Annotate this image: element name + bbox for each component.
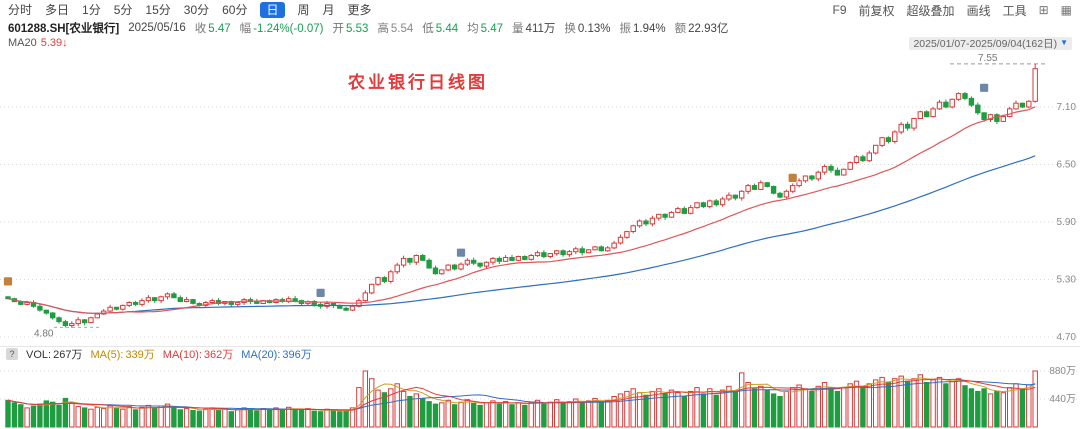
field-amount: 额 22.93亿 xyxy=(674,23,729,35)
stock-symbol: 601288.SH[农业银行] xyxy=(8,23,120,35)
grid-icon[interactable]: ⊞ xyxy=(1038,3,1049,17)
ma20-value: 5.39↓ xyxy=(40,37,68,49)
super-overlay-button[interactable]: 超级叠加 xyxy=(906,3,955,18)
period-tab-15min[interactable]: 15分 xyxy=(145,3,171,17)
tools-button[interactable]: 工具 xyxy=(1002,3,1027,18)
chart-annotation: 农业银行日线图 xyxy=(347,72,488,92)
period-tab-1min[interactable]: 1分 xyxy=(82,3,101,17)
field-open: 开 5.53 xyxy=(332,23,369,35)
vol-value: VOL: 267万 xyxy=(26,349,83,361)
field-change: 幅 -1.24%(-0.07) xyxy=(239,23,324,35)
ma-indicator-row: MA20 5.39↓ 2025/01/07-2025/09/04(162日) ▼ xyxy=(0,36,1080,50)
price-ma-layer xyxy=(7,106,1036,314)
field-close: 收 5.47 xyxy=(194,23,231,35)
svg-text:880万: 880万 xyxy=(1049,366,1076,377)
period-tab-more[interactable]: 更多 xyxy=(347,3,372,17)
period-tab-60min[interactable]: 60分 xyxy=(222,3,248,17)
period-tab-daily[interactable]: 日 xyxy=(260,2,285,18)
event-marker[interactable] xyxy=(979,82,989,93)
forward-adjust-button[interactable]: 前复权 xyxy=(858,3,895,18)
layout-panels-icon[interactable]: ▦ xyxy=(1060,3,1072,17)
vol-ma5: MA(5): 339万 xyxy=(90,349,155,361)
field-high: 高 5.54 xyxy=(377,23,414,35)
svg-text:440万: 440万 xyxy=(1049,394,1076,405)
field-turnover: 换 0.13% xyxy=(564,23,611,35)
period-toolbar: 分时 多日 1分 5分 15分 30分 60分 日 周 月 更多 F9 前复权 … xyxy=(0,0,1080,20)
field-avg: 均 5.47 xyxy=(467,23,504,35)
vol-ma10: MA(10): 362万 xyxy=(162,349,234,361)
candles-layer xyxy=(5,63,1038,328)
help-icon[interactable]: ? xyxy=(6,348,18,360)
chevron-down-icon: ▼ xyxy=(1060,38,1068,47)
period-tab-monthly[interactable]: 月 xyxy=(322,3,335,17)
shortcut-f9[interactable]: F9 xyxy=(832,3,847,17)
price-chart[interactable]: 7.10 6.50 5.90 5.30 4.70 7.55 4.80 农业银行日线图 xyxy=(0,50,1080,346)
date-range-selector[interactable]: 2025/01/07-2025/09/04(162日) ▼ xyxy=(909,36,1072,50)
period-tab-30min[interactable]: 30分 xyxy=(183,3,210,17)
stock-info-bar: 601288.SH[农业银行] 2025/05/16 收 5.47 幅 -1.24%… xyxy=(0,20,1080,36)
volume-header: ? VOL: 267万 MA(5): 339万 MA(10): 362万 MA(20)… xyxy=(0,346,1080,361)
field-low: 低 5.44 xyxy=(422,23,459,35)
period-tabs: 分时 多日 1分 5分 15分 30分 60分 日 周 月 更多 xyxy=(8,2,372,18)
event-markers-layer xyxy=(3,82,989,298)
field-amplitude: 振 1.94% xyxy=(619,23,666,35)
low-price-label: 4.80 xyxy=(34,328,54,339)
toolbar-right: F9 前复权 超级叠加 画线 工具 ⊞ ▦ xyxy=(833,2,1072,19)
event-marker[interactable] xyxy=(315,287,326,298)
volume-chart-canvas: 880万 440万 xyxy=(0,366,1080,428)
period-tab-5min[interactable]: 5分 xyxy=(113,3,133,17)
period-tab-multiday[interactable]: 多日 xyxy=(45,3,70,17)
svg-text:5.30: 5.30 xyxy=(1057,275,1077,286)
price-chart-canvas: 7.10 6.50 5.90 5.30 4.70 7.55 4.80 农业银行日线图 xyxy=(0,53,1080,343)
period-tab-weekly[interactable]: 周 xyxy=(297,3,310,17)
period-tab-timeshare[interactable]: 分时 xyxy=(8,3,33,17)
quote-date: 2025/05/16 xyxy=(128,22,186,34)
svg-text:7.10: 7.10 xyxy=(1057,102,1077,113)
svg-text:6.50: 6.50 xyxy=(1057,160,1077,171)
event-marker[interactable] xyxy=(3,276,13,287)
event-marker[interactable] xyxy=(787,173,798,183)
draw-line-button[interactable]: 画线 xyxy=(966,3,991,18)
vol-ma20: MA(20): 396万 xyxy=(241,349,312,361)
svg-text:5.90: 5.90 xyxy=(1057,217,1077,228)
date-range-text: 2025/01/07-2025/09/04(162日) xyxy=(913,37,1058,50)
field-volume: 量 411万 xyxy=(512,23,556,35)
high-price-label: 7.55 xyxy=(978,53,998,64)
volume-ma-layer xyxy=(7,377,1036,412)
volume-chart[interactable]: 880万 440万 xyxy=(0,361,1080,429)
svg-text:4.70: 4.70 xyxy=(1057,332,1077,343)
event-marker[interactable] xyxy=(456,247,466,258)
ma20-label: MA20 xyxy=(8,37,37,49)
